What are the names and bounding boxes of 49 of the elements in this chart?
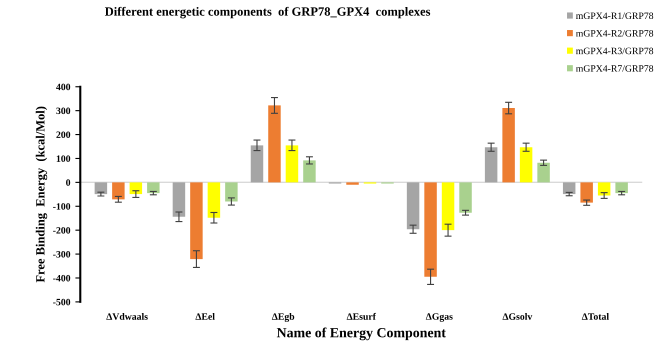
y-tick-label: -300 (53, 250, 70, 258)
y-tick-label: -200 (53, 227, 70, 234)
y-tick-label: 400 (56, 84, 70, 90)
legend-label: mGPX4-R1/GRP78 (576, 12, 654, 20)
bar (268, 105, 281, 182)
bar (94, 182, 108, 194)
bar (537, 162, 550, 182)
legend-label: mGPX4-R2/GRP78 (576, 30, 654, 37)
bar (225, 182, 238, 202)
bar (520, 147, 532, 182)
x-tick-label: ΔEel (195, 313, 215, 320)
x-tick-label: ΔEgb (272, 313, 294, 322)
y-tick-label: 0 (66, 179, 70, 186)
bar (580, 182, 593, 203)
bar (147, 182, 160, 194)
bar (250, 145, 264, 182)
x-tick-label: ΔGsolv (502, 313, 532, 320)
x-tick-label: ΔVdwaals (106, 313, 148, 320)
x-tick-label: ΔEsurf (346, 312, 376, 320)
bar (112, 182, 125, 200)
bar (172, 182, 186, 217)
x-tick-label: ΔTotal (582, 313, 609, 320)
y-tick-label: 100 (56, 155, 70, 162)
y-tick-label: -500 (53, 298, 70, 306)
bar (442, 182, 454, 230)
y-tick-label: 200 (56, 131, 70, 138)
bar (502, 108, 515, 182)
bar (598, 182, 610, 196)
bar (303, 160, 316, 182)
bar (346, 182, 359, 185)
bar (562, 182, 576, 194)
y-tick-label: -100 (53, 203, 70, 210)
legend-label: mGPX4-R3/GRP78 (576, 48, 654, 54)
bar (130, 182, 142, 194)
bar (424, 182, 437, 277)
legend-label: mGPX4-R7/GRP78 (576, 65, 654, 72)
bar (406, 182, 420, 230)
chart-title: Different energetic components of GRP78_GPX4 complexes (104, 6, 430, 18)
y-tick-label: -400 (53, 274, 70, 282)
bar (190, 182, 203, 260)
x-axis-title: Name of Energy Component (276, 327, 446, 340)
bar (286, 145, 298, 182)
bar (208, 182, 220, 218)
bar (459, 182, 472, 213)
bar (615, 182, 628, 194)
y-tick-label: 300 (56, 108, 70, 114)
x-tick-label: ΔGgas (426, 313, 453, 322)
bar (484, 147, 498, 182)
y-axis-title: Free Binding Energy (kcal/Mol) (36, 106, 48, 282)
